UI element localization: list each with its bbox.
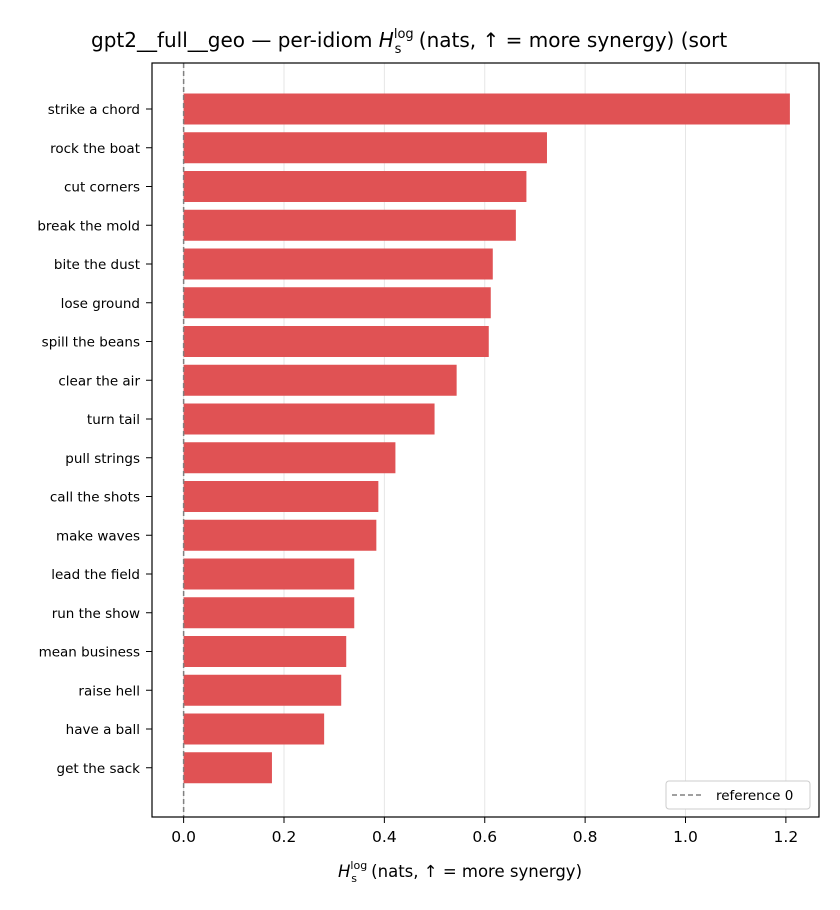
bar-3 <box>183 209 516 241</box>
x-tick-label-6: 1.2 <box>774 828 799 846</box>
bar-0 <box>183 93 790 125</box>
category-label-3: break the mold <box>37 218 140 234</box>
chart-title-subscript: s <box>395 42 402 57</box>
x-axis-label-symbol: H <box>338 862 350 881</box>
legend-box <box>665 780 811 810</box>
x-axis-label-subscript: s <box>351 872 357 885</box>
bar-9 <box>183 442 396 474</box>
category-label-2: cut corners <box>64 180 140 196</box>
bar-16 <box>183 713 325 745</box>
chart-title-prefix: gpt2__full__geo — per-idiom <box>91 28 379 52</box>
x-tick-label-5: 1.0 <box>673 828 698 846</box>
category-label-11: make waves <box>56 528 140 544</box>
x-axis-label: Hlog s (nats, ↑ = more synergy) <box>338 859 582 885</box>
bar-8 <box>183 403 435 435</box>
bar-7 <box>183 364 457 396</box>
x-tick-label-2: 0.4 <box>372 828 397 846</box>
bar-10 <box>183 481 379 512</box>
legend-entry-reference: reference 0 <box>716 788 793 804</box>
axes-frame <box>151 62 820 818</box>
chart-title-superscript: log <box>394 27 414 42</box>
category-label-17: get the sack <box>57 761 141 777</box>
category-label-1: rock the boat <box>50 141 140 157</box>
y-ticks: strike a chord rock the boat cut corners br… <box>37 102 152 777</box>
category-label-16: have a ball <box>66 722 140 738</box>
bars <box>183 93 790 784</box>
category-label-14: mean business <box>39 645 140 661</box>
category-label-15: raise hell <box>78 683 140 699</box>
bar-15 <box>183 674 342 706</box>
category-label-7: clear the air <box>58 373 140 389</box>
x-axis-label-superscript: log <box>350 859 367 872</box>
chart-title-suffix: (nats, ↑ = more synergy) (sort <box>412 28 727 52</box>
chart-title-symbol: H <box>379 28 394 52</box>
bar-12 <box>183 558 355 590</box>
bar-11 <box>183 519 377 551</box>
bar-17 <box>183 752 272 784</box>
chart-title: gpt2__full__geo — per-idiom Hlog s (nats,… <box>91 27 727 57</box>
bar-5 <box>183 287 491 319</box>
bar-13 <box>183 597 355 629</box>
category-label-6: spill the beans <box>42 335 140 351</box>
bar-2 <box>183 171 527 202</box>
bar-4 <box>183 248 493 280</box>
category-label-9: pull strings <box>65 451 140 467</box>
category-label-12: lead the field <box>51 567 140 583</box>
x-axis-label-suffix: (nats, ↑ = more synergy) <box>366 862 582 881</box>
x-tick-label-1: 0.2 <box>272 828 297 846</box>
bar-14 <box>183 636 347 667</box>
x-ticks: 0.0 0.2 0.4 0.6 0.8 1.0 1.2 <box>171 817 798 846</box>
legend: reference 0 <box>665 780 811 810</box>
bar-6 <box>183 326 489 357</box>
x-tick-label-0: 0.0 <box>171 828 196 846</box>
x-tick-label-3: 0.6 <box>472 828 497 846</box>
category-label-13: run the show <box>52 606 140 622</box>
category-label-4: bite the dust <box>54 257 140 273</box>
x-tick-label-4: 0.8 <box>573 828 598 846</box>
category-label-5: lose ground <box>61 296 140 312</box>
category-label-10: call the shots <box>50 490 140 506</box>
category-label-0: strike a chord <box>48 102 140 118</box>
category-label-8: turn tail <box>87 412 140 428</box>
bar-1 <box>183 132 547 164</box>
